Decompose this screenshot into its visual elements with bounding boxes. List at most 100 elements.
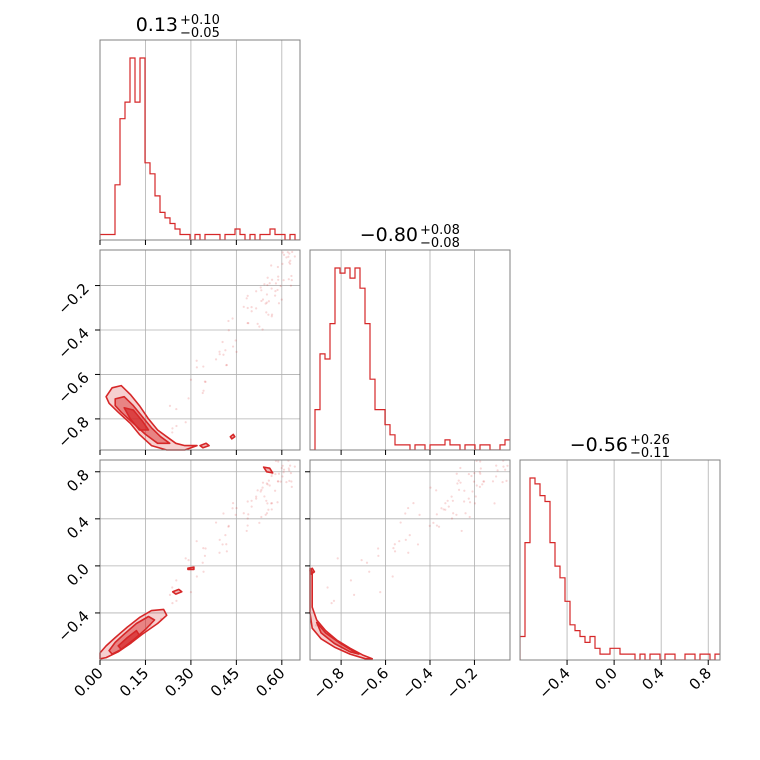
title-0-plus: +0.10 xyxy=(180,13,220,28)
scatter-point xyxy=(467,472,470,476)
scatter-point xyxy=(231,317,234,320)
contour-layer xyxy=(99,384,373,660)
scatter-point xyxy=(276,501,279,504)
scatter-point xyxy=(459,466,462,470)
scatter-point xyxy=(429,486,432,489)
scatter-point xyxy=(218,350,221,353)
scatter-point xyxy=(290,480,293,483)
scatter-point xyxy=(175,579,178,582)
scatter-point xyxy=(393,543,396,546)
scatter-point xyxy=(258,521,261,524)
ytick-label-1-1: −0.6 xyxy=(54,369,92,407)
scatter-point xyxy=(446,499,449,502)
scatter-point xyxy=(204,380,207,383)
scatter-point xyxy=(266,502,269,505)
ytick-label-2-0: −0.4 xyxy=(54,607,92,645)
scatter-point xyxy=(195,540,198,543)
scatter-point xyxy=(277,480,280,483)
panel-frame-1-0 xyxy=(99,249,301,451)
scatter-point xyxy=(261,328,264,331)
scatter-point xyxy=(287,467,290,470)
scatter-point xyxy=(260,515,263,519)
scatter-point xyxy=(330,602,333,605)
title-0-minus: −0.05 xyxy=(180,26,220,41)
ytick-label-2-2: 0.4 xyxy=(63,513,93,543)
scatter-point xyxy=(447,505,450,508)
scatter-point xyxy=(407,506,410,510)
title-2-minus: −0.11 xyxy=(630,446,670,461)
scatter-point xyxy=(276,288,279,292)
scatter-point xyxy=(404,538,407,541)
scatter-point xyxy=(250,505,253,508)
scatter-point xyxy=(222,353,225,356)
scatter-point xyxy=(365,561,369,564)
xtick-label-2-2: 0.4 xyxy=(638,664,668,694)
scatter-point xyxy=(457,479,460,482)
scatter-point xyxy=(258,325,261,328)
scatter-point xyxy=(175,599,178,602)
scatter-point xyxy=(289,464,292,467)
title-1-plus: +0.08 xyxy=(420,223,460,238)
scatter-point xyxy=(282,471,285,474)
scatter-point xyxy=(270,264,273,267)
scatter-point xyxy=(255,307,258,310)
scatter-point xyxy=(266,283,269,287)
scatter-point xyxy=(463,500,466,503)
xtick-label-0-2: 0.30 xyxy=(161,664,197,700)
scatter-point xyxy=(231,345,235,348)
scatter-point xyxy=(256,322,259,325)
contour-1-0-island-3 xyxy=(199,442,210,449)
scatter-point xyxy=(495,464,498,467)
scatter-point xyxy=(270,278,274,281)
scatter-point xyxy=(290,485,293,489)
scatter-point xyxy=(288,479,291,483)
scatter-point xyxy=(234,339,237,342)
scatter-point xyxy=(505,479,508,483)
xtick-label-1-3: −0.2 xyxy=(443,664,481,702)
panel-frame-0-0 xyxy=(99,39,301,241)
scatter-point xyxy=(456,482,459,485)
scatter-point xyxy=(224,349,227,352)
scatter-point xyxy=(291,250,294,254)
scatter-point xyxy=(482,480,485,483)
scatter-point xyxy=(195,575,198,578)
scatter-point xyxy=(463,489,466,492)
scatter-point xyxy=(265,499,268,502)
scatter-point xyxy=(245,297,248,300)
scatter-point xyxy=(482,480,486,483)
xtick-label-2-3: 0.8 xyxy=(685,664,715,694)
title-1-value: −0.80 xyxy=(360,224,418,246)
scatter-point xyxy=(263,495,266,498)
scatter-point xyxy=(392,546,395,550)
scatter-point xyxy=(274,290,277,293)
histogram-1 xyxy=(310,267,510,450)
scatter-point xyxy=(314,624,318,627)
scatter-point xyxy=(377,547,380,550)
scatter-point xyxy=(468,501,472,504)
scatter-point xyxy=(289,284,293,287)
scatter-point xyxy=(224,534,227,537)
scatter-point xyxy=(450,495,453,498)
scatter-point xyxy=(399,521,402,524)
contour-1-0-inner-2 xyxy=(123,407,150,431)
scatter-point xyxy=(255,495,258,498)
scatter-point xyxy=(214,521,218,524)
scatter-point xyxy=(281,464,284,467)
scatter-point xyxy=(245,529,248,533)
scatter-point xyxy=(451,499,454,502)
scatter-point xyxy=(450,517,454,520)
scatter-point xyxy=(467,497,470,500)
panel-frame-2-1 xyxy=(309,459,511,661)
scatter-point xyxy=(282,279,285,282)
scatter-point xyxy=(268,484,271,487)
scatter-point xyxy=(204,547,207,550)
scatter-point xyxy=(444,508,447,511)
scatter-point xyxy=(286,251,289,254)
scatter-point xyxy=(428,524,431,527)
scatter-point xyxy=(289,472,293,475)
scatter-point xyxy=(270,313,274,316)
ytick-label-1-3: −0.2 xyxy=(54,280,92,318)
scatter-point xyxy=(227,319,230,323)
scatter-point xyxy=(265,293,269,296)
